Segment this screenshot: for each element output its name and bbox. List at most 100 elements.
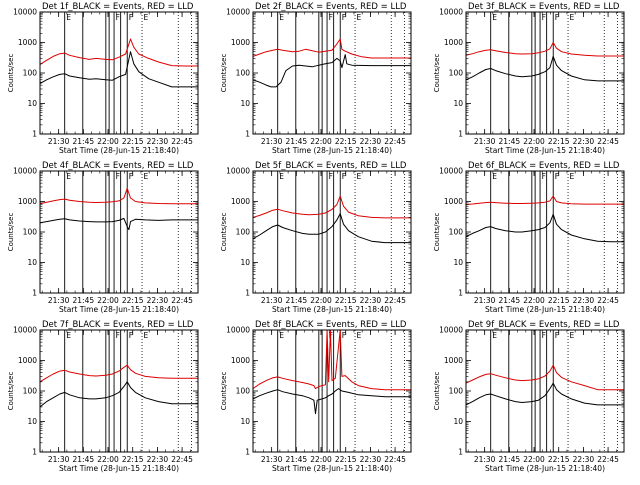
plot-frame (465, 170, 625, 294)
x-axis-label: Start Time (28-Jun-15 21:18:40) (59, 146, 179, 155)
y-tick-label: 100 (23, 387, 38, 396)
series-group (40, 38, 198, 88)
series-lld-line (40, 38, 198, 67)
series-lld-line (40, 364, 198, 383)
x-tick-label: 22:15 (548, 455, 570, 464)
marker-label: E (570, 172, 575, 181)
marker-lines (64, 12, 192, 134)
x-axis-label: Start Time (28-Jun-15 21:18:40) (485, 464, 605, 473)
series-events-line (466, 382, 624, 406)
x-tick-label: 21:30 (48, 296, 70, 305)
x-tick-label: 22:15 (335, 455, 357, 464)
plot-frame (39, 329, 199, 453)
y-tick-label: 1 (245, 130, 250, 139)
x-tick-label: 22:30 (573, 455, 595, 464)
x-tick-label: 21:30 (48, 137, 70, 146)
plot-frame (252, 170, 412, 294)
y-tick-label: 1000 (231, 197, 250, 206)
series-group (253, 195, 411, 244)
x-tick-label: 21:30 (474, 137, 496, 146)
marker-label: F (116, 331, 120, 340)
y-tick-label: 100 (236, 387, 251, 396)
marker-label: F (342, 172, 346, 181)
series-events-line (40, 217, 198, 231)
marker-label: F (555, 331, 559, 340)
marker-label: E (492, 13, 497, 22)
y-tick-label: 1000 (231, 356, 250, 365)
y-tick-label: 10000 (13, 326, 37, 335)
marker-label: F (542, 331, 546, 340)
series-lld-line (40, 187, 198, 205)
y-tick-label: 1000 (444, 356, 463, 365)
x-tick-label: 22:30 (147, 455, 169, 464)
y-axis-label: Counts/sec (433, 54, 441, 93)
y-tick-label: 10000 (226, 326, 250, 335)
marker-label: F (542, 13, 546, 22)
marker-lines (277, 12, 405, 134)
series-group (466, 42, 624, 82)
y-tick-label: 1000 (18, 38, 37, 47)
series-events-line (253, 388, 411, 415)
series-events-line (40, 51, 198, 88)
series-group (253, 38, 411, 88)
x-tick-label: 22:00 (97, 455, 119, 464)
x-tick-label: 22:45 (384, 296, 406, 305)
x-tick-label: 22:00 (523, 455, 545, 464)
marker-label: F (555, 13, 559, 22)
x-tick-label: 22:15 (335, 137, 357, 146)
marker-label: F (542, 172, 546, 181)
marker-label: E (357, 13, 362, 22)
marker-lines (490, 171, 618, 293)
y-tick-label: 1 (458, 130, 463, 139)
x-axis-label: Start Time (28-Jun-15 21:18:40) (272, 464, 392, 473)
x-tick-label: 22:45 (171, 137, 193, 146)
marker-label: E (144, 13, 149, 22)
plot-frame (252, 329, 412, 453)
series-lld-line (253, 38, 411, 59)
x-tick-label: 22:15 (122, 137, 144, 146)
y-tick-label: 10000 (13, 8, 37, 17)
marker-label: F (129, 172, 133, 181)
series-events-line (253, 213, 411, 244)
y-tick-label: 100 (449, 387, 464, 396)
series-events-line (466, 213, 624, 243)
marker-label: E (570, 13, 575, 22)
chart-title: Det 5f_BLACK = Events, RED = LLD (255, 161, 407, 171)
y-tick-label: 1000 (18, 197, 37, 206)
marker-label: E (144, 331, 149, 340)
x-tick-label: 21:30 (474, 296, 496, 305)
x-tick-label: 22:30 (573, 137, 595, 146)
y-axis-label: Counts/sec (220, 213, 228, 252)
marker-label: F (116, 172, 120, 181)
y-tick-label: 1 (245, 289, 250, 298)
x-tick-label: 22:45 (171, 296, 193, 305)
marker-lines (64, 330, 192, 452)
plot-frame (465, 329, 625, 453)
y-tick-label: 100 (236, 69, 251, 78)
series-events-line (253, 54, 411, 88)
series-group (253, 330, 411, 415)
x-tick-label: 22:15 (122, 455, 144, 464)
y-tick-label: 10000 (226, 8, 250, 17)
series-events-line (466, 55, 624, 82)
y-tick-label: 100 (236, 228, 251, 237)
y-axis-label: Counts/sec (220, 54, 228, 93)
y-axis-label: Counts/sec (7, 372, 15, 411)
marker-lines (490, 12, 618, 134)
y-tick-label: 1 (245, 448, 250, 457)
x-tick-label: 22:45 (597, 137, 619, 146)
x-tick-label: 22:15 (335, 296, 357, 305)
x-tick-label: 22:15 (122, 296, 144, 305)
y-tick-label: 100 (23, 69, 38, 78)
x-axis-label: Start Time (28-Jun-15 21:18:40) (59, 464, 179, 473)
x-axis-label: Start Time (28-Jun-15 21:18:40) (272, 146, 392, 155)
y-tick-label: 10000 (439, 8, 463, 17)
chart-title: Det 2f_BLACK = Events, RED = LLD (255, 2, 407, 12)
marker-lines (64, 171, 192, 293)
x-tick-label: 21:45 (286, 455, 308, 464)
